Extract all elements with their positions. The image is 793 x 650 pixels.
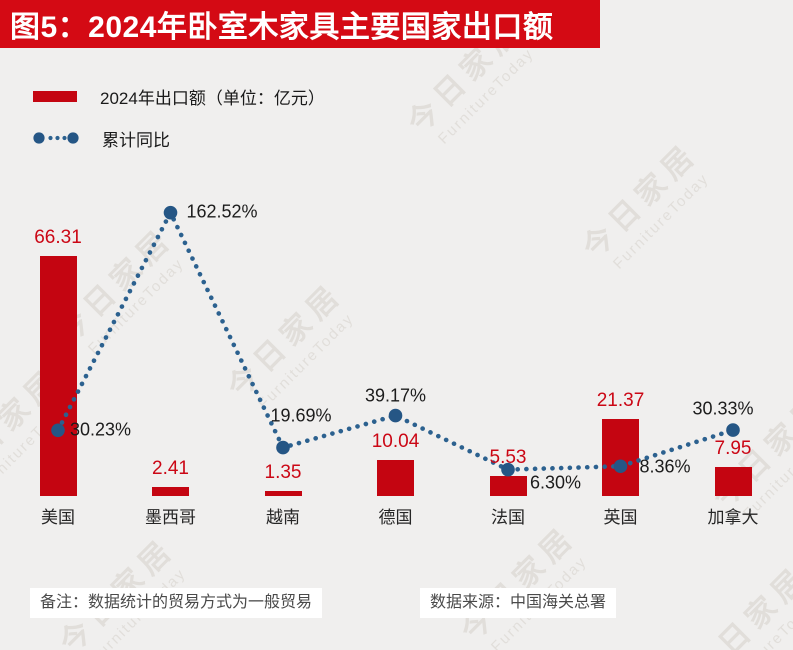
page-title: 图5：2024年卧室木家具主要国家出口额 [10, 11, 554, 44]
bar-5 [489, 475, 527, 496]
title-banner: 图5：2024年卧室木家具主要国家出口额 [0, 0, 600, 48]
dotted-line-icon [33, 132, 79, 144]
legend-bar-label: 2024年出口额（单位：亿元） [100, 88, 325, 108]
legend-line-label: 累计同比 [102, 130, 170, 150]
bar-4 [377, 459, 414, 496]
bar-1 [39, 255, 77, 496]
bar-swatch-icon [33, 90, 77, 102]
chart-legend: 2024年出口额（单位：亿元） 累计同比 [33, 84, 325, 150]
footnote-source: 数据来源：中国海关总署 [420, 588, 617, 618]
footnote-remark: 备注：数据统计的贸易方式为一般贸易 [30, 588, 323, 618]
bar-2 [152, 487, 189, 496]
bar-7 [714, 467, 752, 496]
bar-6 [602, 418, 639, 496]
legend-item-line: 累计同比 [33, 126, 325, 150]
legend-item-bar: 2024年出口额（单位：亿元） [33, 84, 325, 108]
bar-3 [264, 491, 302, 496]
